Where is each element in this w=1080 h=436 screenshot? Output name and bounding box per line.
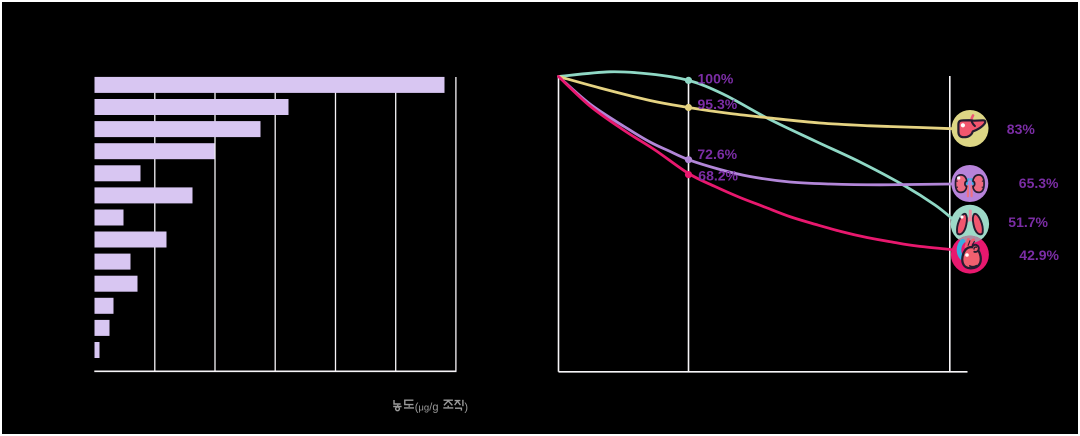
svg-text:65.3%: 65.3%	[1019, 175, 1059, 191]
svg-text:72.6%: 72.6%	[697, 146, 737, 162]
svg-text:51.7%: 51.7%	[1008, 214, 1048, 230]
svg-text:): )	[464, 401, 468, 413]
svg-text:83%: 83%	[1007, 121, 1036, 137]
svg-text:/g: /g	[429, 401, 438, 413]
svg-text:68.2%: 68.2%	[698, 167, 738, 183]
svg-text:95.3%: 95.3%	[698, 96, 738, 112]
svg-text:(: (	[415, 401, 419, 413]
svg-text:100%: 100%	[698, 71, 734, 87]
svg-text:μg: μg	[418, 402, 429, 413]
svg-text:42.9%: 42.9%	[1019, 247, 1059, 263]
